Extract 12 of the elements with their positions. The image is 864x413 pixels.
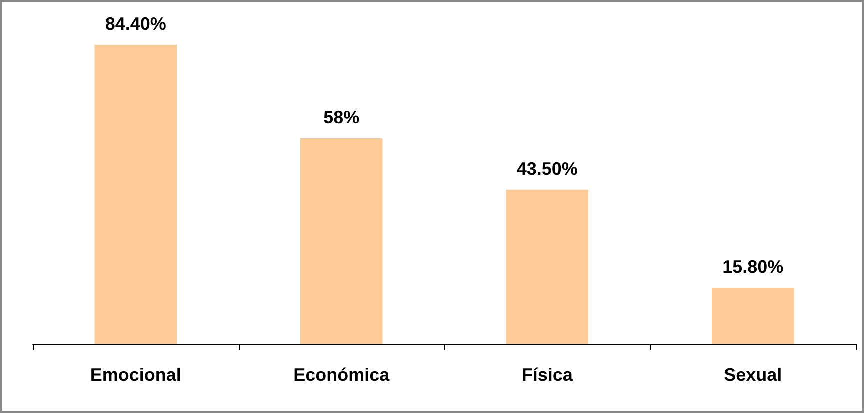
bar [300, 138, 383, 344]
data-label: 43.50% [516, 158, 578, 179]
x-tick-label: Emocional [90, 365, 182, 385]
bar [506, 190, 589, 344]
x-tick-label: Sexual [724, 365, 782, 385]
data-label: 58% [324, 107, 360, 128]
data-label: 15.80% [722, 257, 784, 278]
bar [94, 44, 178, 344]
bar [712, 288, 794, 344]
data-label: 84.40% [105, 14, 166, 34]
x-tick-label: Económica [294, 365, 391, 385]
x-tick-label: Física [522, 365, 574, 385]
